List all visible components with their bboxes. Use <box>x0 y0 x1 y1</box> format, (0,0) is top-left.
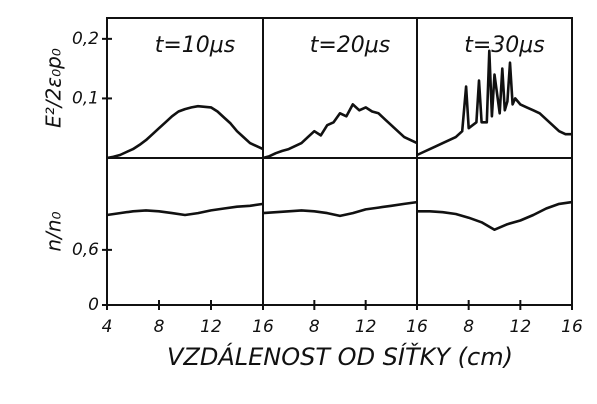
data-line <box>106 202 264 217</box>
panel-frame <box>262 157 418 306</box>
x-tick-label: 4 <box>102 317 113 337</box>
y-tick-label: 0,2 <box>72 29 99 49</box>
x-tick-label: 16 <box>252 317 274 337</box>
x-tick-label: 8 <box>154 317 165 337</box>
y-tick-label: 0,1 <box>72 88 99 108</box>
data-line <box>262 103 418 160</box>
x-tick-label: 12 <box>355 317 377 337</box>
y-tick-label: 0,6 <box>72 240 99 260</box>
y-tick-label: 0 <box>88 295 99 315</box>
y-axis-label: n/n₀ <box>42 211 66 251</box>
panel-title: t=10μs <box>155 33 236 58</box>
x-tick-label: 12 <box>510 317 532 337</box>
x-tick-label: 16 <box>561 317 583 337</box>
panel-title: t=20μs <box>310 33 391 58</box>
panel-frame <box>416 157 573 306</box>
panel-frame <box>106 157 264 306</box>
x-tick-label: 8 <box>309 317 320 337</box>
data-line <box>417 200 573 231</box>
x-tick-label: 16 <box>406 317 428 337</box>
panel-title: t=30μs <box>464 33 545 58</box>
x-axis-label: VZDÁLENOST OD SÍŤKY (cm) <box>167 342 513 371</box>
y-axis-label: E²/2ε₀p₀ <box>42 48 66 128</box>
data-line <box>262 200 418 218</box>
x-tick-label: 12 <box>200 317 222 337</box>
x-tick-label: 8 <box>463 317 474 337</box>
data-line <box>106 104 264 160</box>
data-line <box>416 49 572 157</box>
